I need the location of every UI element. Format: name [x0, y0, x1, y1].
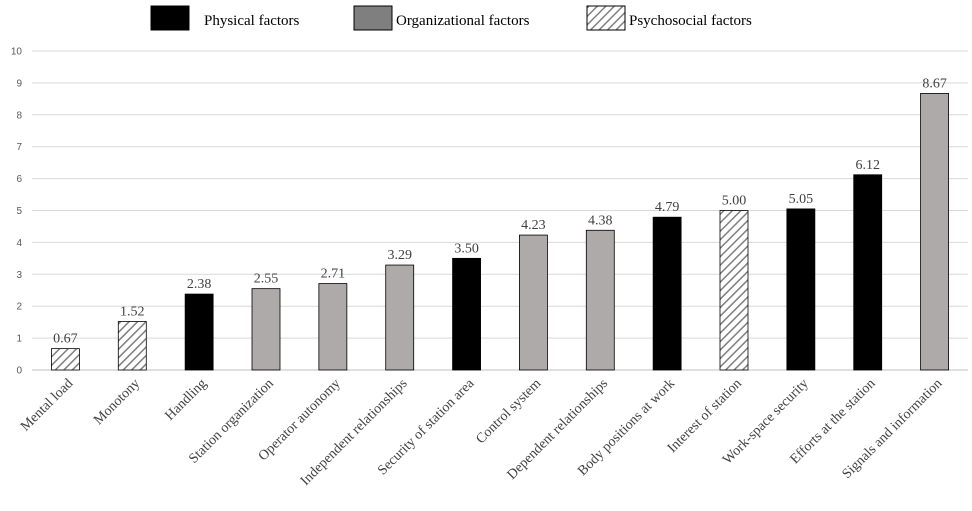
bar — [385, 264, 415, 371]
y-tick-label: 9 — [16, 78, 22, 89]
y-tick-label: 5 — [16, 206, 22, 217]
data-label: 2.71 — [321, 267, 346, 282]
bar — [452, 257, 481, 371]
bar — [318, 283, 348, 371]
y-tick-label: 1 — [16, 334, 22, 345]
bar — [853, 174, 883, 371]
legend-label-physical: Physical factors — [204, 13, 300, 29]
bar — [786, 208, 816, 371]
bar — [117, 321, 147, 371]
data-label: 8.67 — [922, 76, 947, 91]
legend-swatch-physical — [150, 5, 190, 31]
legend-swatch-organizational — [353, 5, 393, 31]
data-labels: 0.67 1.52 2.38 2.55 2.71 3.29 3.50 4.23 4.38 4.79… — [53, 76, 947, 346]
legend: Physical factors Organizational factors … — [150, 5, 752, 31]
bar — [519, 234, 548, 371]
bar — [184, 293, 214, 371]
legend-label-organizational: Organizational factors — [396, 13, 530, 29]
data-label: 2.55 — [254, 272, 279, 287]
gridlines — [32, 50, 968, 371]
bar — [585, 229, 615, 371]
y-tick-label: 8 — [16, 110, 22, 121]
bar — [719, 210, 749, 371]
data-label: 1.52 — [120, 305, 145, 320]
legend-label-psychosocial: Psychosocial factors — [629, 13, 752, 29]
y-tick-label: 0 — [16, 366, 22, 377]
y-tick-label: 10 — [11, 47, 23, 58]
data-label: 2.38 — [187, 277, 212, 292]
data-label: 5.05 — [789, 192, 814, 207]
y-tick-label: 4 — [16, 238, 22, 249]
category-label: Control system — [473, 376, 544, 447]
category-label: Handling — [163, 376, 210, 423]
legend-swatch-psychosocial — [586, 5, 626, 31]
data-label: 3.29 — [387, 248, 412, 263]
y-tick-label: 2 — [16, 302, 22, 313]
bar — [51, 348, 80, 371]
bar — [251, 288, 281, 371]
data-label: 5.00 — [722, 194, 747, 209]
data-label: 3.50 — [454, 241, 479, 256]
bars — [51, 93, 949, 371]
bar — [920, 93, 949, 371]
y-tick-label: 6 — [16, 174, 22, 185]
category-label: Monotony — [91, 376, 143, 428]
y-tick-label: 3 — [16, 270, 22, 281]
bar — [652, 216, 682, 371]
category-label: Mental load — [18, 376, 76, 434]
data-label: 6.12 — [855, 158, 880, 173]
data-label: 0.67 — [53, 332, 78, 347]
data-label: 4.38 — [588, 213, 613, 228]
y-tick-label: 7 — [16, 142, 22, 153]
y-axis-ticks: 0 1 2 3 4 5 6 7 8 9 10 — [11, 47, 23, 377]
data-label: 4.23 — [521, 218, 546, 233]
data-label: 4.79 — [655, 200, 680, 215]
